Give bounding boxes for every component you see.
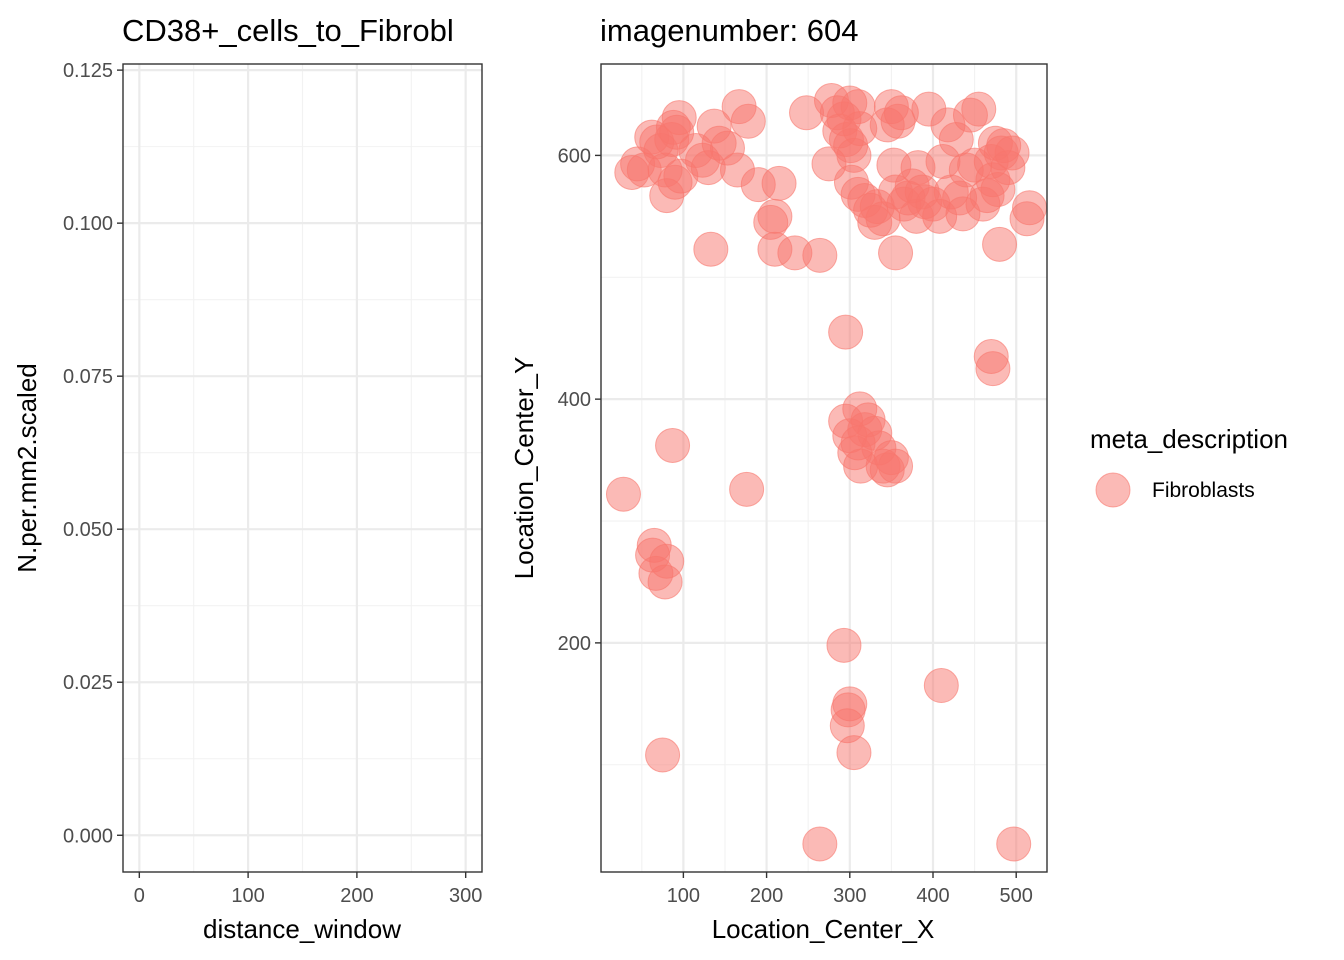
scatter-point: [646, 738, 680, 772]
scatter-point: [829, 315, 863, 349]
scatter-point: [879, 236, 913, 270]
scatter-point: [762, 166, 796, 200]
scatter-point: [837, 736, 871, 770]
right-y-tick-label: 400: [558, 389, 591, 411]
scatter-point: [803, 827, 837, 861]
left-x-axis: 0 100 200 300: [134, 872, 483, 907]
scatter-point: [983, 227, 1017, 261]
legend: meta_description Fibroblasts: [1090, 424, 1288, 507]
scatter-point: [827, 628, 861, 662]
scatter-point: [1013, 191, 1047, 225]
scatter-point: [803, 238, 837, 272]
left-chart-title: CD38+_cells_to_Fibrobl: [122, 13, 454, 48]
legend-key-fibroblasts: [1096, 473, 1130, 507]
right-x-axis-title: Location_Center_X: [712, 914, 935, 944]
legend-label-fibroblasts: Fibroblasts: [1152, 479, 1255, 502]
scatter-point: [879, 449, 913, 483]
scatter-point: [694, 232, 728, 266]
left-chart: CD38+_cells_to_Fibrobl 0.0000.0250.0500.…: [12, 13, 482, 944]
right-x-tick-label: 100: [667, 885, 700, 907]
left-x-tick-label: 0: [134, 885, 145, 907]
left-y-tick-label: 0.100: [63, 213, 113, 235]
left-x-tick-label: 100: [231, 885, 264, 907]
right-x-tick-label: 200: [750, 885, 783, 907]
scatter-point: [976, 352, 1010, 386]
left-y-tick-label: 0.050: [63, 519, 113, 541]
scatter-point: [730, 472, 764, 506]
scatter-point: [997, 827, 1031, 861]
left-y-tick-label: 0.025: [63, 672, 113, 694]
scatter-point: [648, 565, 682, 599]
left-y-tick-label: 0.075: [63, 366, 113, 388]
right-x-axis: 100 200 300 400 500: [667, 872, 1033, 907]
scatter-point: [962, 92, 996, 126]
scatter-point: [662, 101, 696, 135]
right-chart: imagenumber: 604 200 400 600 100 200 300 400 5…: [509, 13, 1047, 944]
scatter-point: [995, 136, 1029, 170]
left-y-axis-title: N.per.mm2.scaled: [12, 363, 42, 573]
scatter-point: [758, 199, 792, 233]
right-y-axis-title: Location_Center_Y: [509, 357, 539, 580]
left-x-tick-label: 300: [449, 885, 482, 907]
left-y-tick-label: 0.000: [63, 825, 113, 847]
scatter-point: [606, 477, 640, 511]
scatter-point: [924, 669, 958, 703]
right-x-tick-label: 400: [916, 885, 949, 907]
right-y-axis: 200 400 600: [558, 145, 601, 654]
legend-title: meta_description: [1090, 424, 1288, 454]
left-y-axis: 0.000 0.025 0.050 0.075 0.100 0.125: [63, 60, 123, 847]
left-x-axis-title: distance_window: [203, 914, 401, 944]
right-chart-title: imagenumber: 604: [600, 13, 859, 48]
left-x-tick-label: 200: [340, 885, 373, 907]
right-y-tick-label: 600: [558, 145, 591, 167]
right-x-tick-label: 300: [833, 885, 866, 907]
scatter-point: [844, 449, 878, 483]
right-y-tick-label: 200: [558, 633, 591, 655]
scatter-point: [731, 104, 765, 138]
scatter-point: [656, 428, 690, 462]
left-y-tick-label: 0.125: [63, 60, 113, 82]
right-x-tick-label: 500: [1000, 885, 1033, 907]
